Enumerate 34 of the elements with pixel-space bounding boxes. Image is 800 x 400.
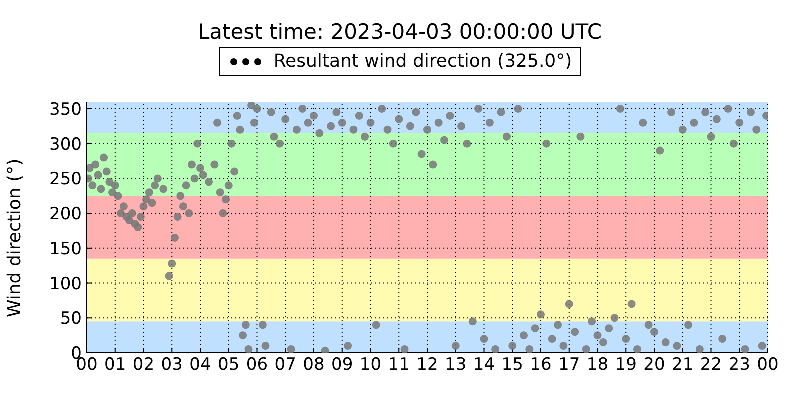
y-tick-label: 350	[50, 100, 82, 120]
x-tick-label: 10	[360, 355, 382, 376]
y-axis-title: Wind direction (°)	[4, 158, 26, 318]
y-tick-label: 300	[50, 134, 82, 155]
x-tick-label: 17	[558, 355, 580, 376]
x-tick-label: 11	[388, 355, 410, 376]
x-tick-label: 15	[502, 355, 524, 376]
x-tick-label: 00	[757, 355, 779, 376]
x-tick-label: 21	[672, 355, 694, 376]
x-tick-label: 23	[728, 355, 750, 376]
x-tick-label: 18	[586, 355, 609, 376]
chart-title: Latest time: 2023-04-03 00:00:00 UTC	[196, 20, 604, 44]
x-tick-label: 20	[644, 355, 666, 376]
x-tick-label: 13	[445, 355, 467, 376]
x-tick-label: 02	[132, 355, 155, 376]
y-tick-label: 100	[50, 274, 82, 294]
x-tick-label: 22	[700, 355, 722, 376]
y-tick-label: 50	[60, 309, 82, 330]
x-tick-label: 16	[530, 355, 552, 376]
x-tick-label: 05	[218, 355, 240, 376]
text: Resultant wind direction (325.0°)	[274, 51, 572, 72]
x-tick-label: 09	[332, 355, 354, 376]
x-tick-label: 08	[303, 355, 325, 376]
y-tick-label: 250	[50, 170, 82, 190]
x-tick-label: 06	[246, 355, 268, 376]
x-tick-label: 04	[190, 355, 212, 376]
y-tick-label: 150	[50, 239, 82, 260]
x-tick-label: 03	[161, 355, 183, 376]
x-tick-label: 01	[104, 355, 126, 376]
x-tick-label: 12	[416, 355, 438, 376]
x-tick-label: 19	[615, 355, 637, 376]
x-tick-label: 07	[274, 355, 296, 376]
x-tick-label: 14	[473, 355, 496, 376]
y-tick-label: 200	[50, 204, 82, 225]
